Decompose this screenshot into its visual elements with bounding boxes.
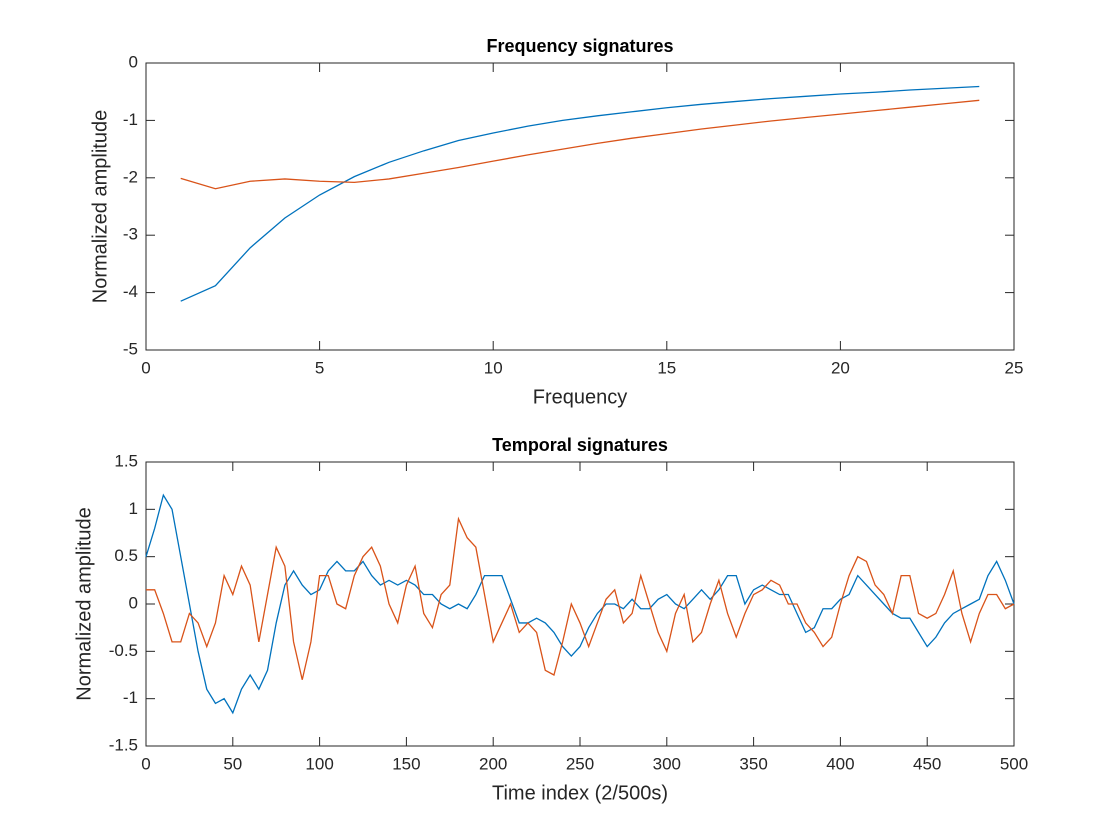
y-tick-label: -2 xyxy=(123,167,138,186)
x-tick-label: 5 xyxy=(315,358,324,377)
x-tick-label: 500 xyxy=(1000,754,1028,773)
x-tick-label: 300 xyxy=(653,754,681,773)
x-tick-label: 250 xyxy=(566,754,594,773)
x-tick-label: 15 xyxy=(657,358,676,377)
y-tick-label: -0.5 xyxy=(109,641,138,660)
y-tick-label: 0 xyxy=(129,52,138,71)
data-line xyxy=(146,516,1015,680)
x-tick-label: 0 xyxy=(141,754,150,773)
x-tick-label: 20 xyxy=(831,358,850,377)
x-axis-label: Frequency xyxy=(533,386,628,408)
x-tick-label: 0 xyxy=(141,358,150,377)
data-line xyxy=(180,99,980,190)
y-tick-label: -5 xyxy=(123,339,138,358)
y-tick-label: 1 xyxy=(129,499,138,518)
plot-area xyxy=(145,461,1015,747)
y-tick-label: -1 xyxy=(123,688,138,707)
x-tick-label: 50 xyxy=(223,754,242,773)
y-tick-label: -3 xyxy=(123,225,138,244)
y-axis-label: Normalized amplitude xyxy=(89,110,111,303)
y-tick-label: 0.5 xyxy=(114,546,138,565)
x-tick-label: 10 xyxy=(484,358,503,377)
y-tick-label: 1.5 xyxy=(114,451,138,470)
x-tick-label: 25 xyxy=(1005,358,1024,377)
x-tick-label: 200 xyxy=(479,754,507,773)
data-line xyxy=(180,85,980,302)
x-tick-label: 450 xyxy=(913,754,941,773)
plot-area xyxy=(145,62,1015,351)
y-axis-label: Normalized amplitude xyxy=(73,507,95,700)
y-tick-label: -4 xyxy=(123,282,138,301)
x-axis-label: Time index (2/500s) xyxy=(492,782,668,804)
x-tick-label: 400 xyxy=(826,754,854,773)
x-tick-label: 350 xyxy=(739,754,767,773)
chart-title: Temporal signatures xyxy=(492,435,668,455)
chart-title: Frequency signatures xyxy=(486,36,673,56)
y-tick-label: 0 xyxy=(129,593,138,612)
data-line xyxy=(145,493,1015,715)
x-tick-label: 100 xyxy=(305,754,333,773)
y-tick-label: -1 xyxy=(123,110,138,129)
y-tick-label: -1.5 xyxy=(109,735,138,754)
x-tick-label: 150 xyxy=(392,754,420,773)
